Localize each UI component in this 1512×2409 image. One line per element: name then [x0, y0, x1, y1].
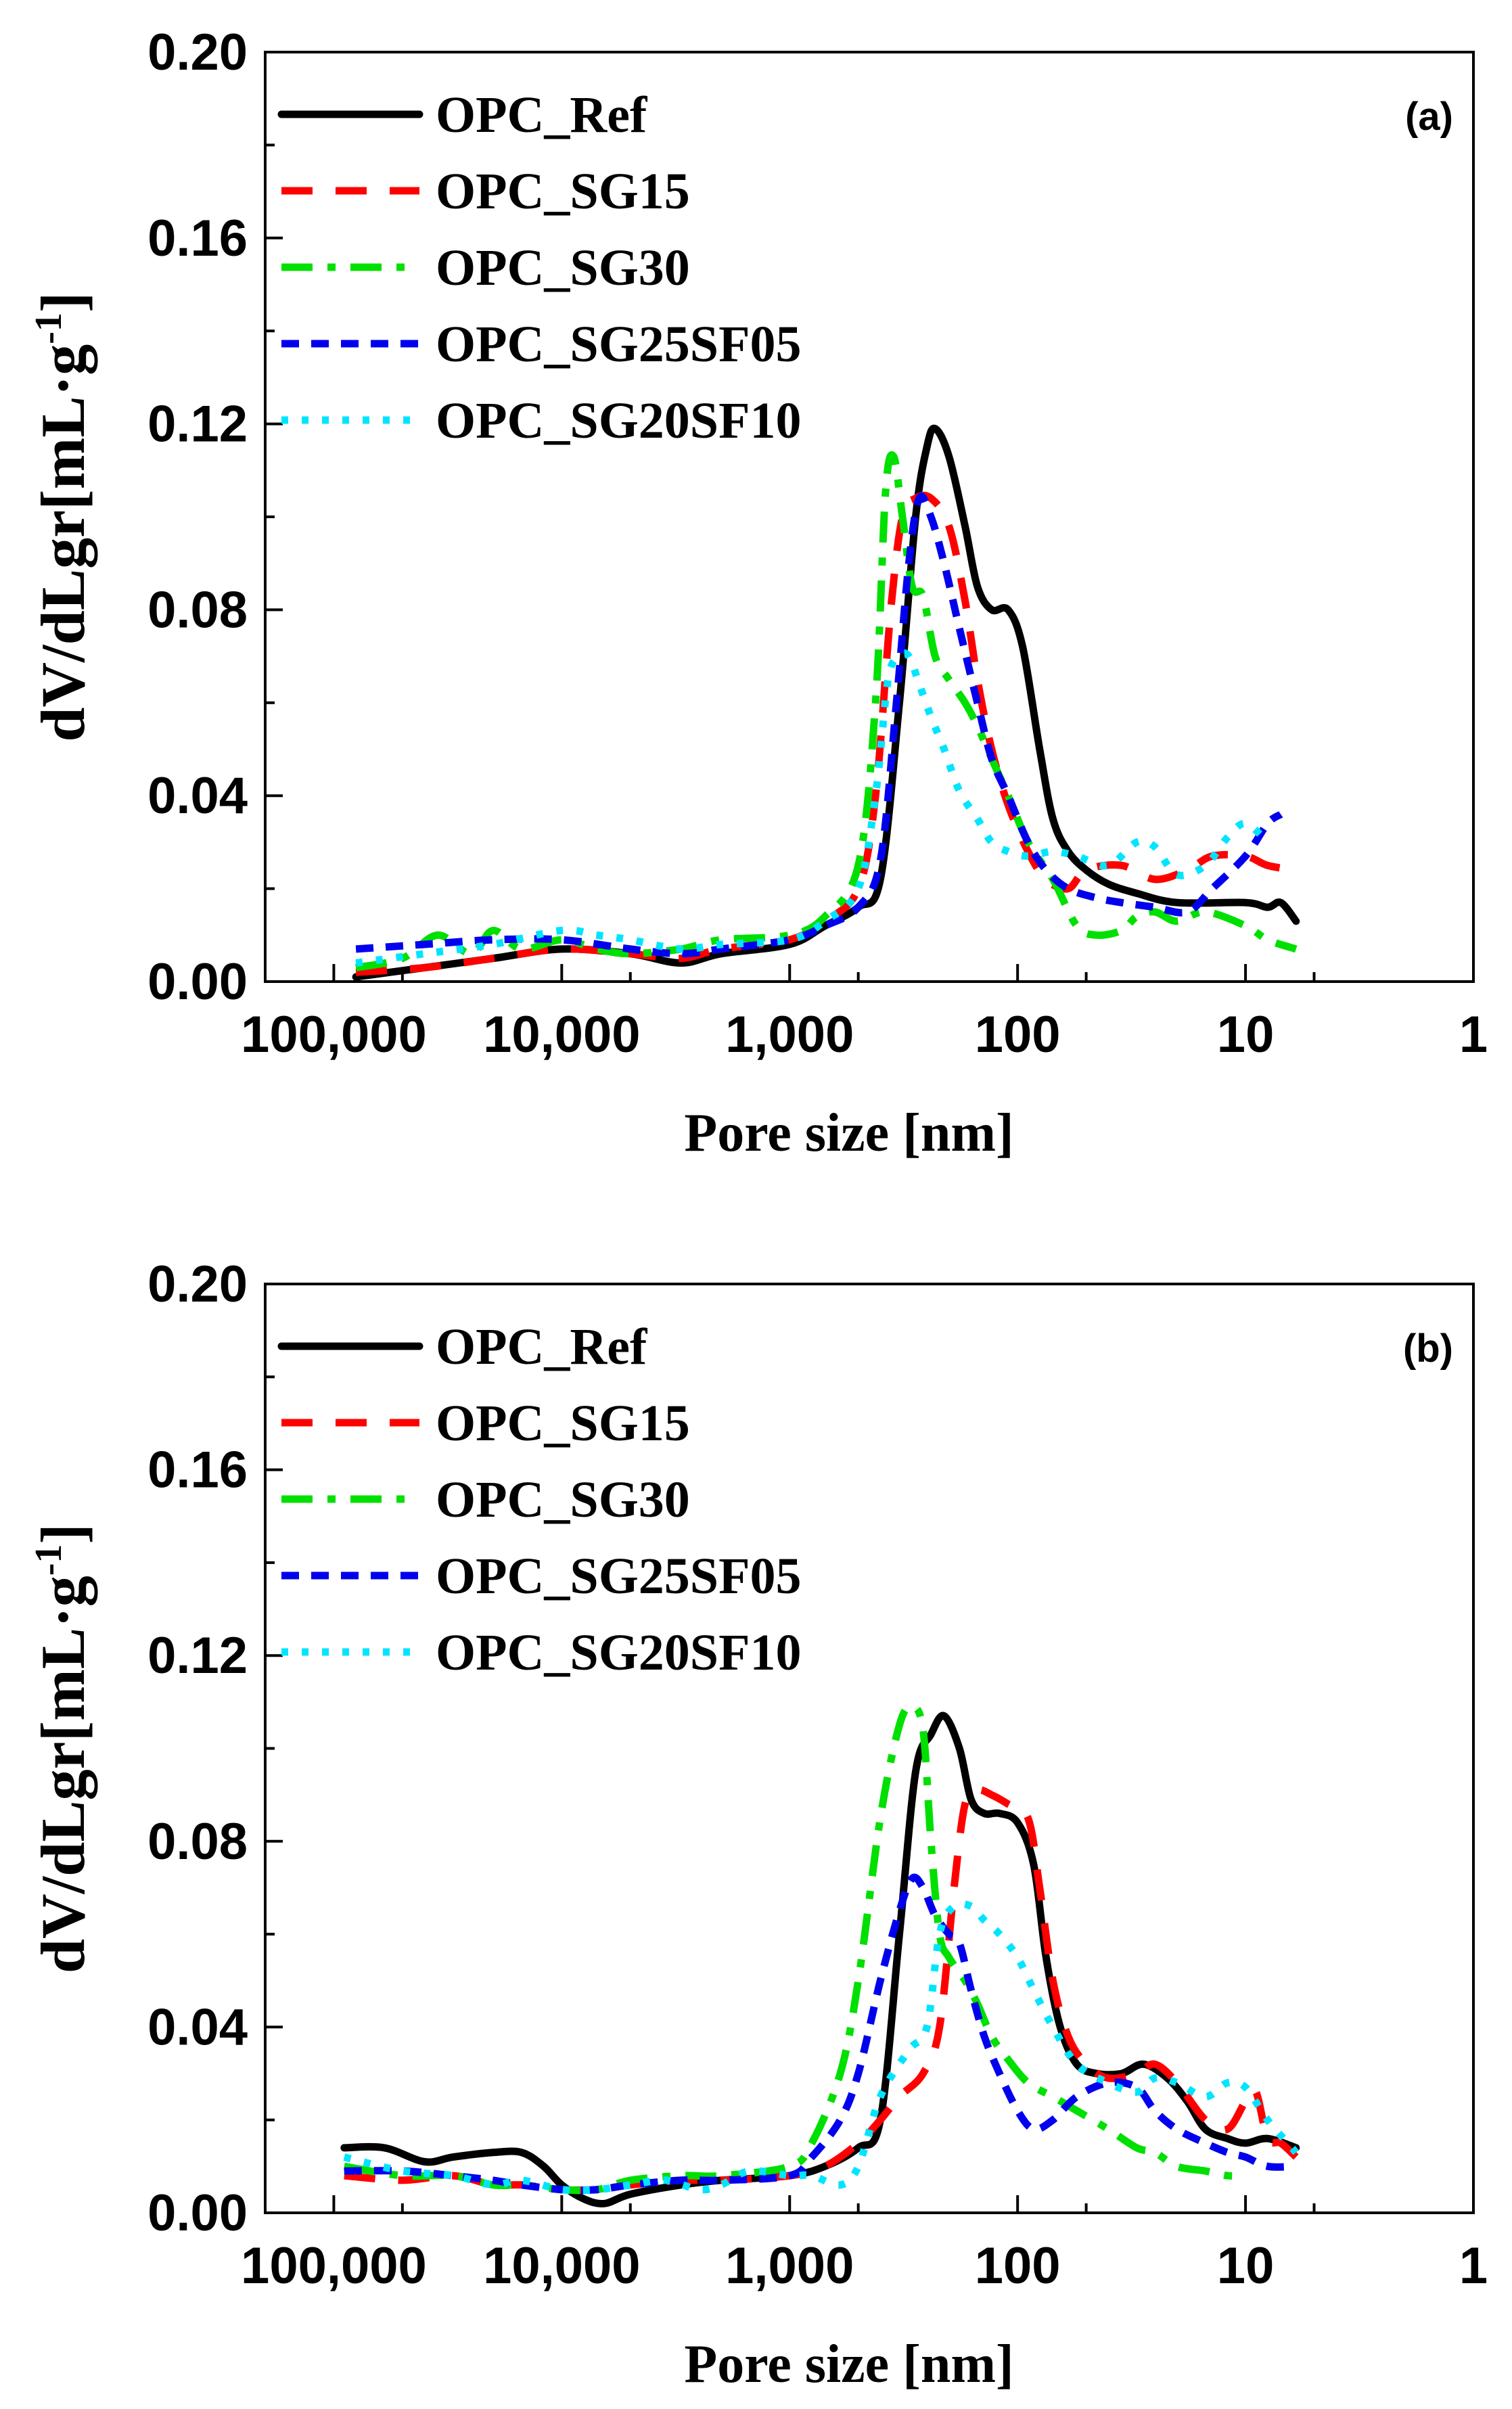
x-tick-label: 10	[1217, 2237, 1275, 2295]
y-axis-title-exponent: -1	[28, 313, 70, 344]
chart-panel-a: 0.00 0.04 0.08 0.12 0.16 0.20 100,000 10,000 1,0…	[28, 24, 1488, 1163]
y-axis-title: dV/dLgr[mL·g-1]	[28, 292, 97, 741]
legend-label: OPC_SG25SF05	[436, 1548, 802, 1605]
series-line-opc-sg20sf10	[343, 1900, 1299, 2195]
y-tick-label: 0.16	[147, 210, 248, 267]
y-tick-label: 0.04	[147, 767, 248, 825]
x-tick-label: 100	[975, 2237, 1061, 2295]
y-tick-label: 0.12	[147, 396, 248, 453]
y-tick-label: 0.16	[147, 1442, 248, 1499]
x-tick-label: 100	[975, 1006, 1061, 1063]
y-axis-title-main: dV/dLgr[mL·g	[28, 344, 97, 742]
x-axis-title: Pore size [nm]	[684, 1103, 1013, 1163]
y-tick-label: 0.08	[147, 1813, 248, 1871]
legend-label: OPC_Ref	[436, 87, 648, 143]
legend-label: OPC_SG25SF05	[436, 316, 802, 373]
y-tick-label: 0.20	[147, 1256, 248, 1313]
chart-panel-b: 0.00 0.04 0.08 0.12 0.16 0.20 100,000 10,000 1,0…	[28, 1256, 1488, 2394]
y-tick-label: 0.04	[147, 1998, 248, 2056]
legend-label: OPC_SG30	[436, 1471, 690, 1528]
series-line-opc-sg15	[344, 1786, 1299, 2195]
series-line-opc-sg30	[343, 1702, 1246, 2195]
panel-label: (a)	[1405, 95, 1453, 139]
x-tick-label: 100,000	[241, 2237, 427, 2295]
series-line-opc-sg15	[355, 491, 1297, 976]
x-tick-label: 1,000	[725, 1006, 854, 1063]
x-tick-label: 10	[1217, 1006, 1275, 1063]
legend-label: OPC_SG20SF10	[436, 1624, 802, 1681]
series-group	[352, 424, 1300, 981]
panel-label: (b)	[1403, 1327, 1453, 1371]
series-line-opc-ref	[352, 424, 1300, 981]
y-axis-title-bracket: ]	[28, 292, 97, 313]
x-tick-label: 10,000	[483, 1006, 640, 1063]
y-tick-label: 0.20	[147, 24, 248, 81]
series-line-opc-sg25sf05	[355, 492, 1283, 958]
x-tick-label: 1,000	[725, 2237, 854, 2295]
legend: OPC_Ref OPC_SG15 OPC_SG30 OPC_SG25SF05 OPC_S…	[277, 1318, 802, 1681]
x-axis-title: Pore size [nm]	[684, 2335, 1013, 2394]
y-tick-label: 0.12	[147, 1627, 248, 1684]
series-group	[340, 1702, 1300, 2208]
legend-label: OPC_SG15	[436, 163, 690, 220]
legend: OPC_Ref OPC_SG15 OPC_SG30 OPC_SG25SF05 OPC_S…	[277, 87, 802, 449]
y-tick-label: 0.08	[147, 581, 248, 639]
legend-label: OPC_SG30	[436, 239, 690, 296]
y-axis-title-main: dV/dLgr[mL·g	[28, 1576, 97, 1973]
x-tick-label: 10,000	[483, 2237, 640, 2295]
legend-label: OPC_SG20SF10	[436, 392, 802, 449]
y-axis-title: dV/dLgr[mL·g-1]	[28, 1523, 97, 1973]
x-tick-label: 1	[1459, 1006, 1488, 1063]
y-axis-title-bracket: ]	[28, 1523, 97, 1544]
legend-label: OPC_Ref	[436, 1318, 648, 1375]
series-line-opc-sg25sf05	[344, 1873, 1296, 2195]
x-tick-label: 100,000	[241, 1006, 427, 1063]
series-line-opc-sg30	[355, 451, 1298, 971]
y-tick-label: 0.00	[147, 953, 248, 1011]
y-tick-label: 0.00	[147, 2184, 248, 2242]
x-tick-label: 1	[1459, 2237, 1488, 2295]
legend-label: OPC_SG15	[436, 1395, 690, 1452]
y-axis-title-exponent: -1	[28, 1544, 70, 1576]
